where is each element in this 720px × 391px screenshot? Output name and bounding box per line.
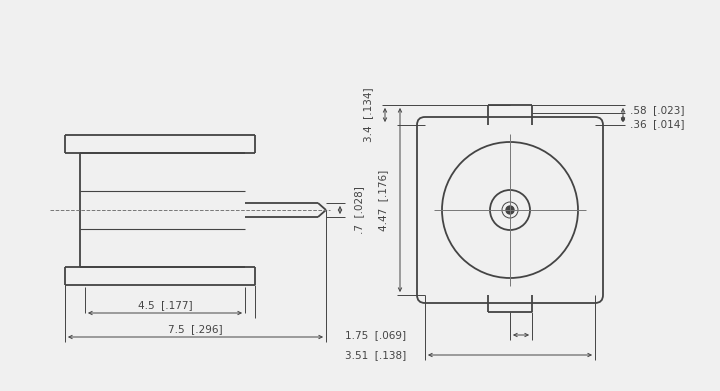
Text: 7.5  [.296]: 7.5 [.296] [168, 324, 222, 334]
Circle shape [506, 206, 514, 214]
Text: 3.51  [.138]: 3.51 [.138] [345, 350, 406, 360]
Text: .36  [.014]: .36 [.014] [630, 119, 685, 129]
Text: 1.75  [.069]: 1.75 [.069] [345, 330, 406, 340]
Text: 4.47  [.176]: 4.47 [.176] [378, 169, 388, 231]
Text: .58  [.023]: .58 [.023] [630, 105, 685, 115]
Text: .7  [.028]: .7 [.028] [354, 186, 364, 234]
Text: 4.5  [.177]: 4.5 [.177] [138, 300, 192, 310]
Text: 3.4  [.134]: 3.4 [.134] [363, 88, 373, 142]
